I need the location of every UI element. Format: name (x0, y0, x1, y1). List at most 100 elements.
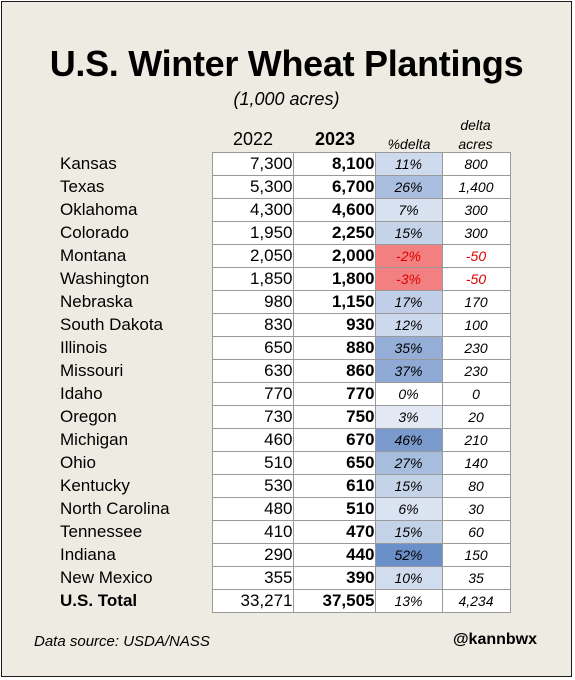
column-header-delta-line2: acres (458, 136, 493, 152)
delta-acres-cell: 170 (441, 290, 511, 314)
data-source-note: Data source: USDA/NASS (34, 633, 210, 650)
value-2023-cell: 880 (292, 336, 376, 360)
state-name-cell: Nebraska (60, 292, 133, 311)
delta-acres-cell: 30 (441, 497, 511, 521)
value-2023-cell: 8,100 (292, 152, 376, 176)
pct-delta-cell: 35% (374, 336, 443, 360)
state-name-cell: Ohio (60, 453, 96, 472)
value-2022-cell: 460 (211, 428, 294, 452)
table-row: New Mexico 355 390 10% 35 (60, 566, 511, 590)
delta-acres-cell: 100 (441, 313, 511, 337)
value-2022-cell: 510 (211, 451, 294, 475)
delta-acres-cell: -50 (441, 244, 511, 268)
value-2022-cell: 7,300 (211, 152, 294, 176)
state-name-cell: Texas (60, 177, 105, 196)
pct-delta-cell: 0% (374, 382, 443, 406)
pct-delta-cell: 27% (374, 451, 443, 475)
delta-acres-cell: 150 (441, 543, 511, 567)
state-name-cell: North Carolina (60, 499, 170, 518)
state-name-cell: Missouri (60, 361, 124, 380)
delta-acres-cell: 300 (441, 221, 511, 245)
table-row: Nebraska 980 1,150 17% 170 (60, 290, 511, 314)
table-row: Washington 1,850 1,800 -3% -50 (60, 267, 511, 291)
pct-delta-cell: 6% (374, 497, 443, 521)
value-2022-cell: 650 (211, 336, 294, 360)
value-2022-cell: 4,300 (211, 198, 294, 222)
delta-acres-cell: 0 (441, 382, 511, 406)
column-header-2022: 2022 (232, 129, 274, 149)
state-name-cell: South Dakota (60, 315, 164, 334)
table-body: Kansas 7,300 8,100 11% 800 Texas 5,300 6,700 26%… (60, 152, 511, 613)
pct-delta-cell: 12% (374, 313, 443, 337)
pct-delta-cell: 3% (374, 405, 443, 429)
value-2022-cell: 770 (211, 382, 294, 406)
value-2023-cell: 2,250 (292, 221, 376, 245)
pct-delta-cell: 15% (374, 474, 443, 498)
table-row: Colorado 1,950 2,250 15% 300 (60, 221, 511, 245)
value-2022-cell: 2,050 (211, 244, 294, 268)
state-name-cell: Kentucky (60, 476, 130, 495)
value-2023-cell: 770 (292, 382, 376, 406)
value-2023-cell: 6,700 (292, 175, 376, 199)
table-row: Oklahoma 4,300 4,600 7% 300 (60, 198, 511, 222)
table-row: Michigan 460 670 46% 210 (60, 428, 511, 452)
table-row: South Dakota 830 930 12% 100 (60, 313, 511, 337)
delta-acres-cell: 80 (441, 474, 511, 498)
author-handle: @kannbwx (452, 631, 537, 648)
value-2023-cell: 930 (292, 313, 376, 337)
column-header-2023: 2023 (314, 129, 356, 149)
table-row: Indiana 290 440 52% 150 (60, 543, 511, 567)
state-name-cell: Illinois (60, 338, 108, 357)
table-row: Tennessee 410 470 15% 60 (60, 520, 511, 544)
value-2023-cell: 670 (292, 428, 376, 452)
value-2023-cell: 1,800 (292, 267, 376, 291)
pct-delta-cell: -2% (374, 244, 443, 268)
value-2023-cell: 1,150 (292, 290, 376, 314)
table-row: Illinois 650 880 35% 230 (60, 336, 511, 360)
table-row: Kentucky 530 610 15% 80 (60, 474, 511, 498)
table-row: Idaho 770 770 0% 0 (60, 382, 511, 406)
state-name-cell: Kansas (60, 154, 117, 173)
table-row: North Carolina 480 510 6% 30 (60, 497, 511, 521)
state-name-cell: Michigan (60, 430, 129, 449)
state-name-cell: Idaho (60, 384, 103, 403)
column-header-pct-delta: %delta (387, 136, 431, 152)
value-2022-cell: 1,950 (211, 221, 294, 245)
delta-acres-cell: 300 (441, 198, 511, 222)
value-2023-cell: 610 (292, 474, 376, 498)
delta-acres-cell: 4,234 (441, 589, 511, 613)
column-header-delta-line1: delta (460, 117, 491, 133)
state-name-cell: Tennessee (60, 522, 143, 541)
value-2022-cell: 33,271 (211, 589, 294, 613)
pct-delta-cell: 17% (374, 290, 443, 314)
delta-acres-cell: -50 (441, 267, 511, 291)
delta-acres-cell: 60 (441, 520, 511, 544)
value-2023-cell: 390 (292, 566, 376, 590)
value-2023-cell: 440 (292, 543, 376, 567)
delta-acres-cell: 35 (441, 566, 511, 590)
chart-subtitle: (1,000 acres) (233, 89, 340, 109)
value-2022-cell: 290 (211, 543, 294, 567)
value-2022-cell: 830 (211, 313, 294, 337)
value-2023-cell: 470 (292, 520, 376, 544)
value-2023-cell: 860 (292, 359, 376, 383)
table-row: Ohio 510 650 27% 140 (60, 451, 511, 475)
value-2022-cell: 730 (211, 405, 294, 429)
delta-acres-cell: 20 (441, 405, 511, 429)
table-row: Texas 5,300 6,700 26% 1,400 (60, 175, 511, 199)
pct-delta-cell: 15% (374, 520, 443, 544)
delta-acres-cell: 230 (441, 359, 511, 383)
state-name-cell: New Mexico (60, 568, 153, 587)
pct-delta-cell: 26% (374, 175, 443, 199)
value-2022-cell: 980 (211, 290, 294, 314)
value-2023-cell: 650 (292, 451, 376, 475)
value-2023-cell: 2,000 (292, 244, 376, 268)
total-row: U.S. Total 33,271 37,505 13% 4,234 (60, 589, 511, 613)
value-2022-cell: 410 (211, 520, 294, 544)
delta-acres-cell: 800 (441, 152, 511, 176)
column-header-delta-acres: delta acres (442, 116, 509, 154)
table-row: Montana 2,050 2,000 -2% -50 (60, 244, 511, 268)
delta-acres-cell: 140 (441, 451, 511, 475)
state-name-cell: Oklahoma (60, 200, 138, 219)
state-name-cell: Montana (60, 246, 127, 265)
